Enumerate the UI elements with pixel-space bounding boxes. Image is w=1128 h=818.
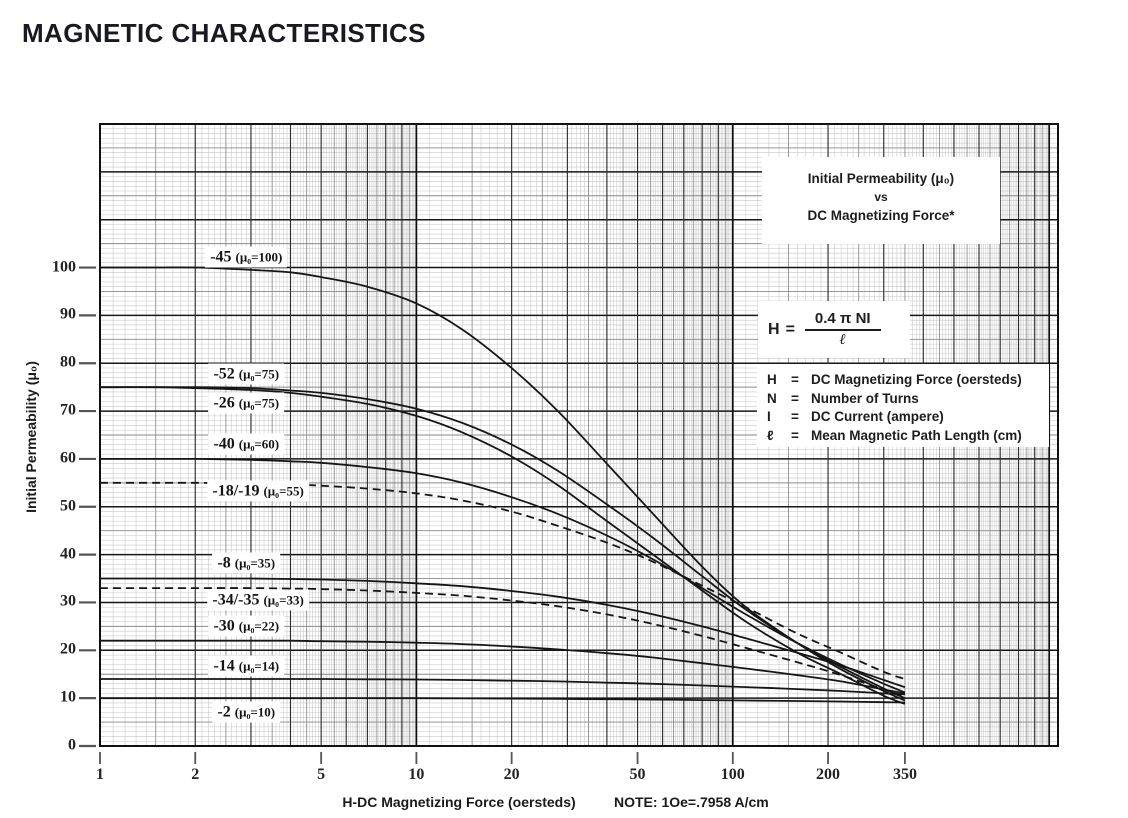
- grid-lines: [99, 124, 1058, 746]
- series-curve: [99, 587, 906, 698]
- series-curve: [100, 577, 906, 688]
- plot-border: [99, 123, 1059, 747]
- data-curves: [99, 266, 906, 705]
- series-curve: [100, 386, 906, 700]
- series-curve: [100, 678, 905, 696]
- series-curve: [100, 697, 905, 704]
- grid-layer: [100, 124, 1058, 746]
- page-title: MAGNETIC CHARACTERISTICS: [22, 18, 426, 48]
- series-curve: [100, 639, 906, 695]
- axis-tick-marks: [79, 266, 906, 764]
- series-curve: [100, 457, 906, 694]
